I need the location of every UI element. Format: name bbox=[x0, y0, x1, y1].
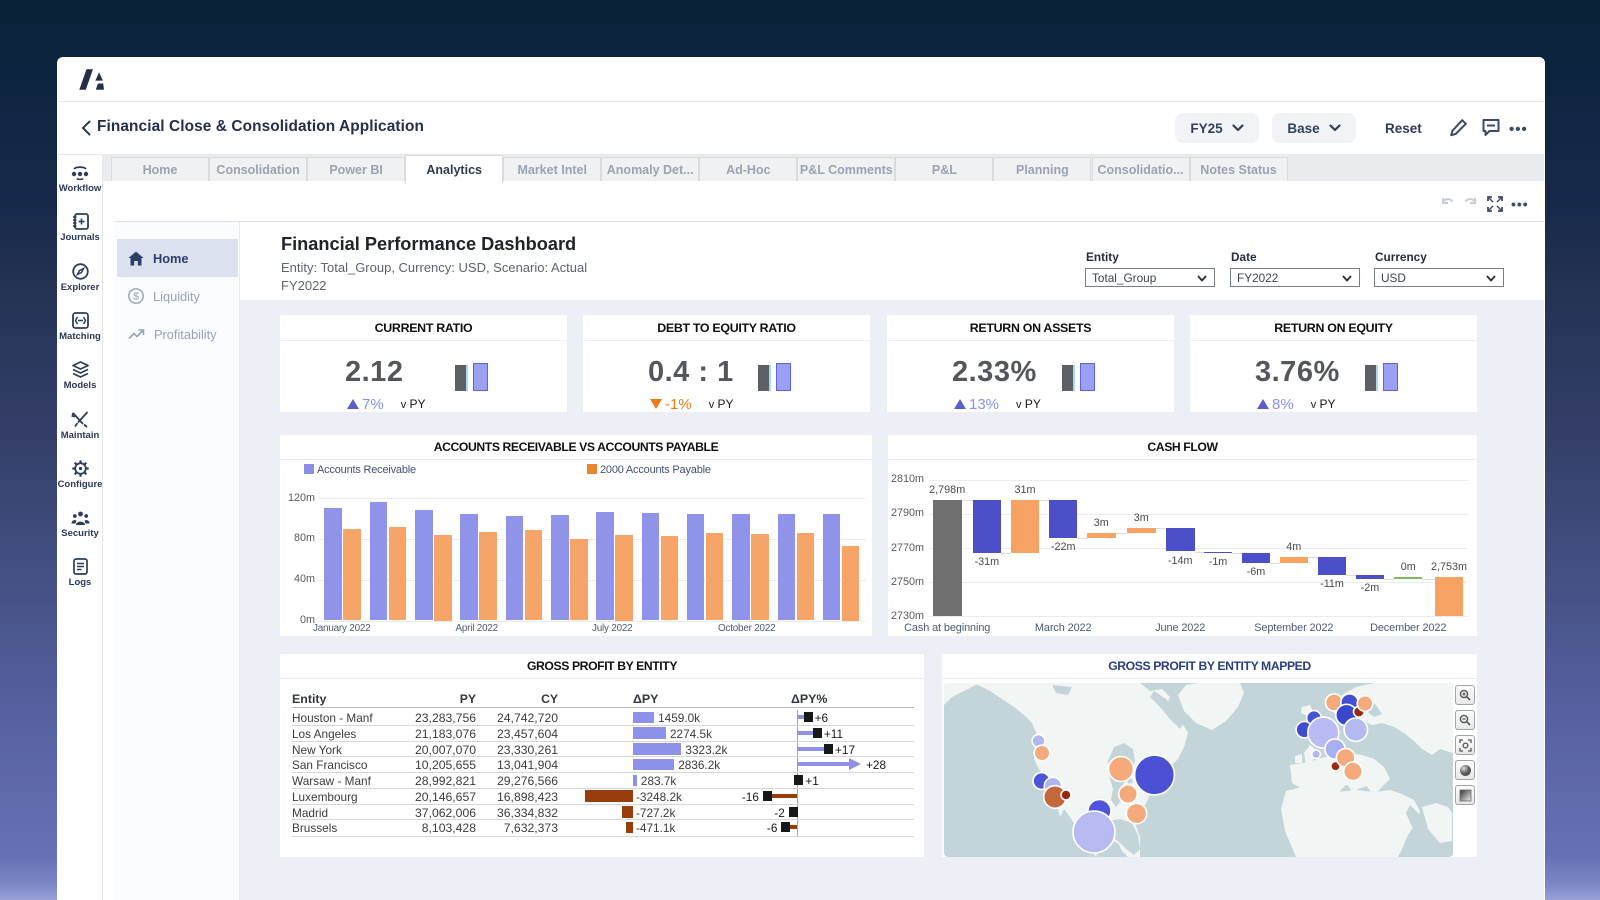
svg-text:$: $ bbox=[133, 291, 139, 303]
